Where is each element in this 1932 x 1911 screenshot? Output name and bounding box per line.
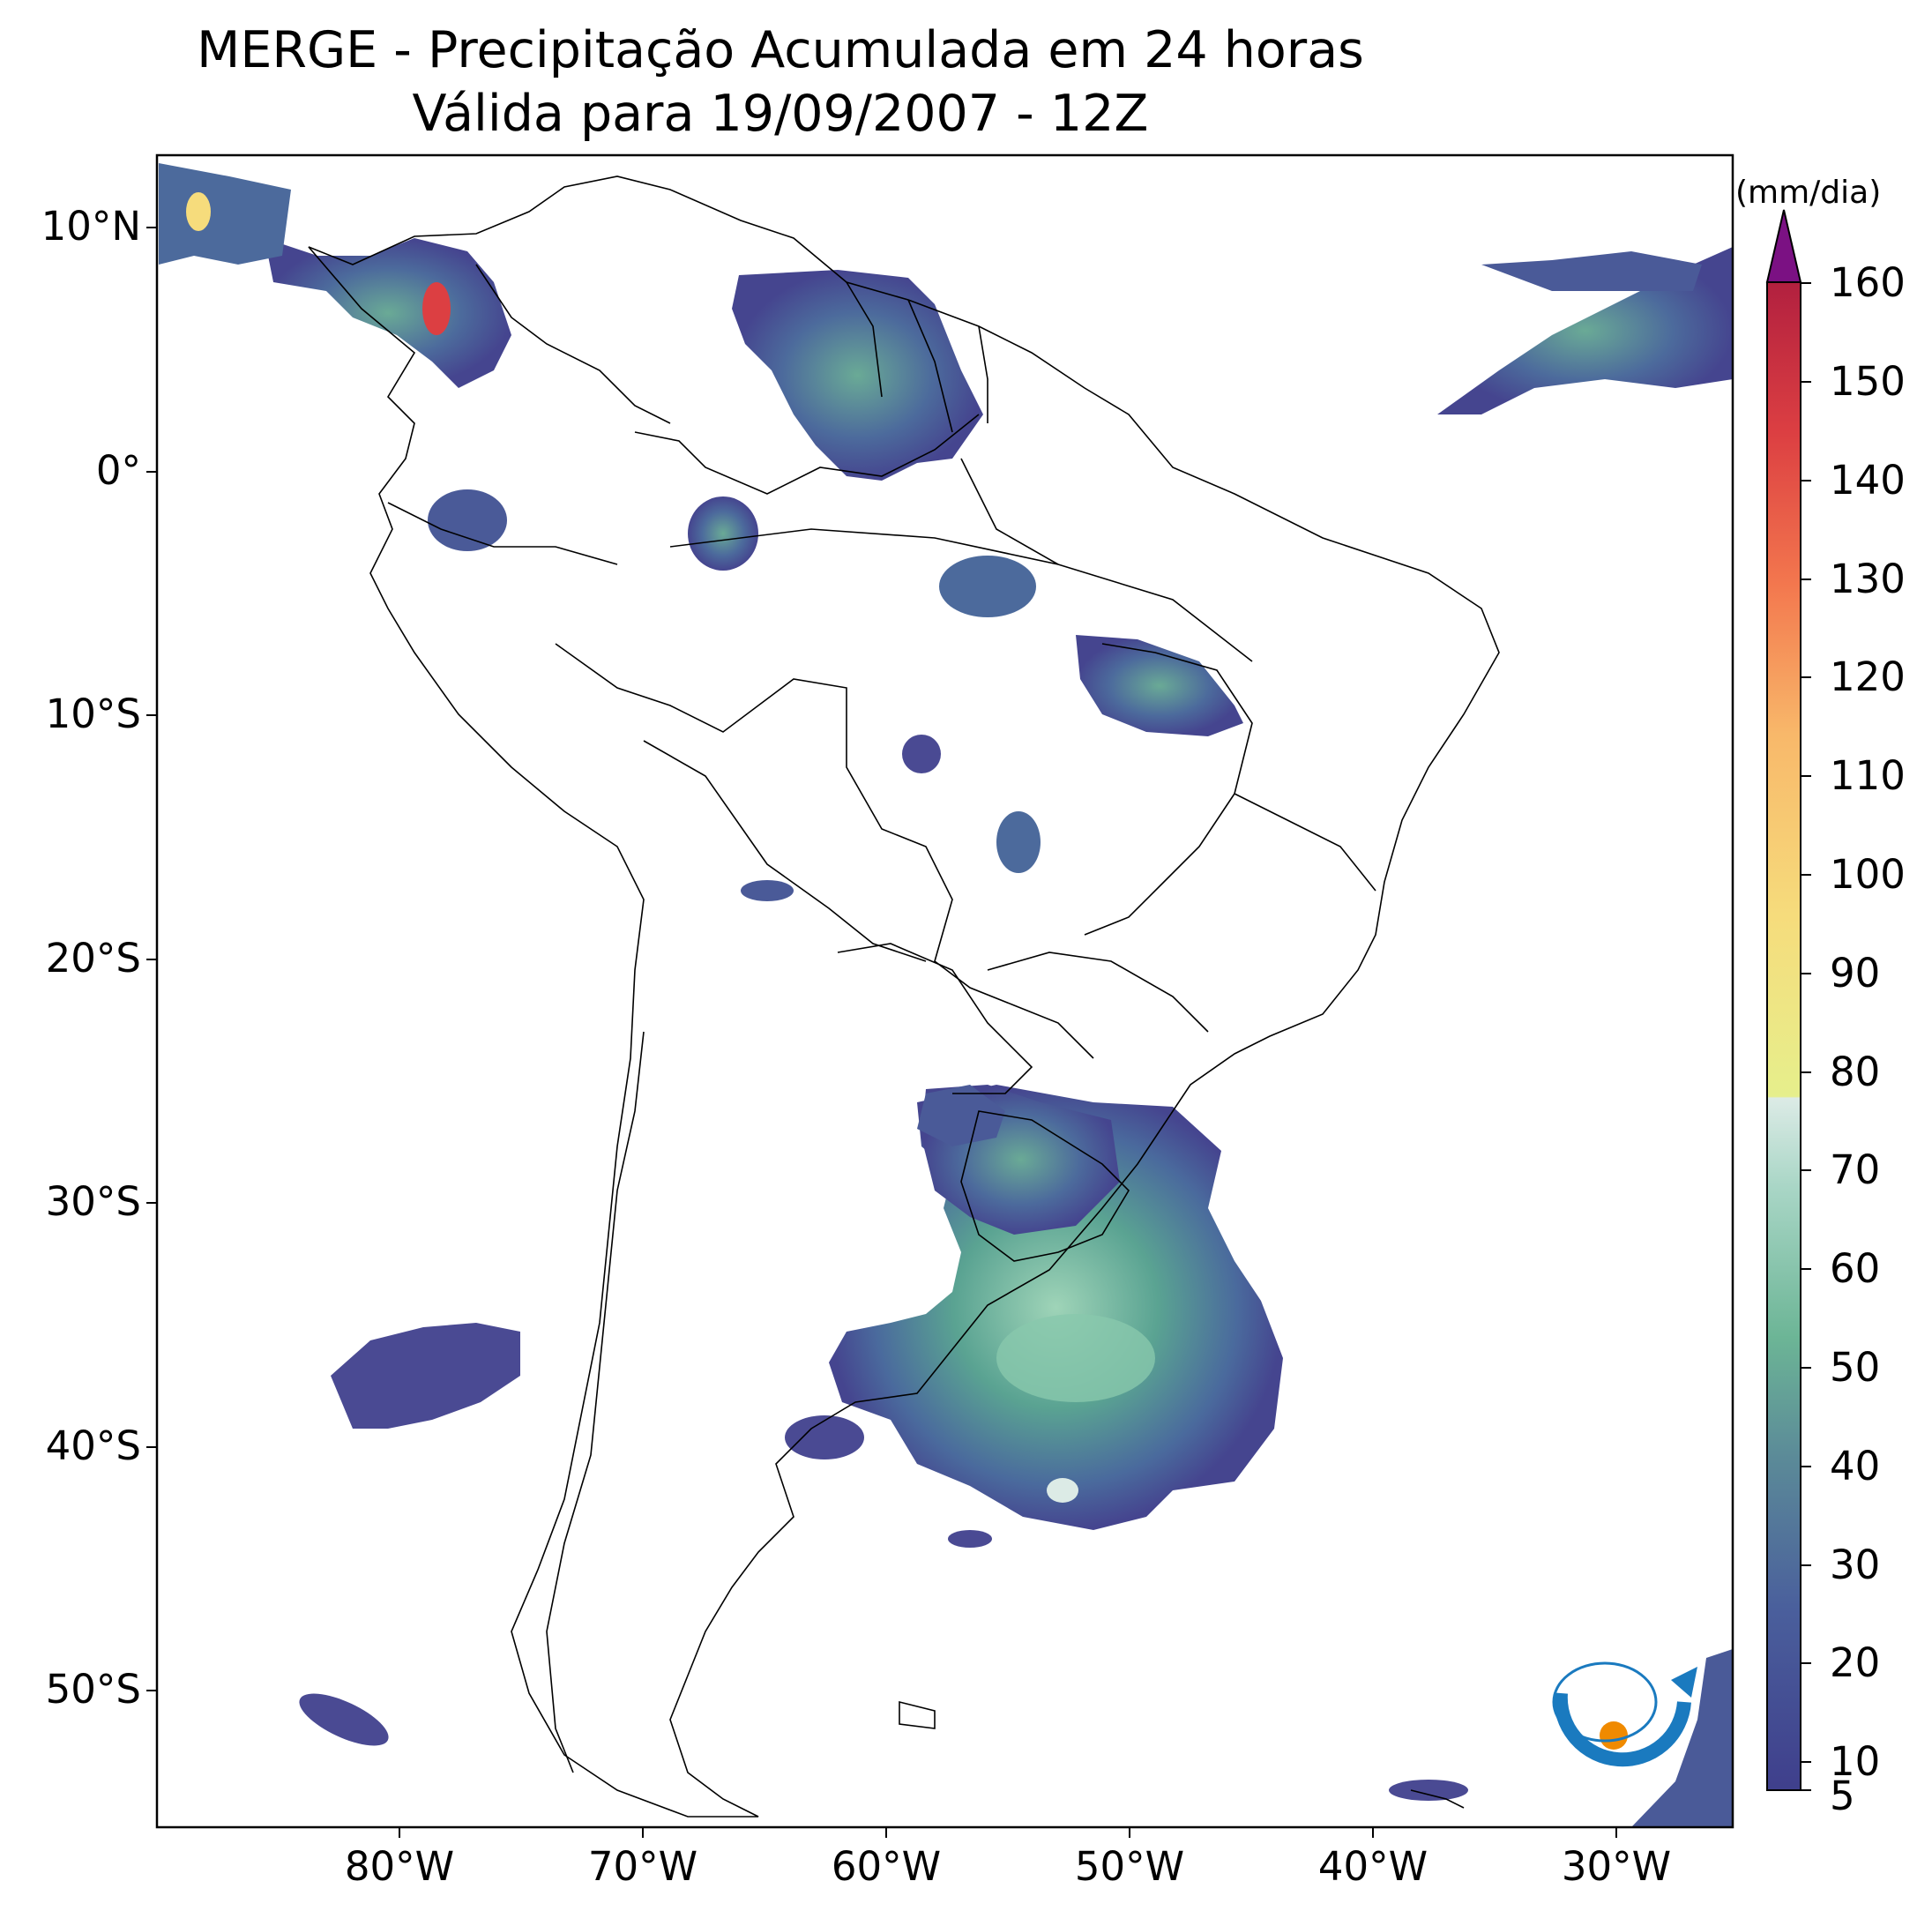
rain-max-colombia: [422, 282, 451, 335]
colorbar: [1765, 209, 1811, 1791]
lat-label-10s: 10°S: [45, 690, 141, 737]
rain-area-pacific-north: [159, 163, 291, 265]
lat-label-50s: 50°S: [45, 1666, 141, 1713]
lon-label-30w: 30°W: [1561, 1843, 1672, 1890]
falklands: [899, 1700, 936, 1729]
colorbar-body: [1766, 281, 1801, 1791]
colorbar-unit: (mm/dia): [1735, 175, 1882, 211]
lon-label-70w: 70°W: [587, 1843, 698, 1890]
rain-core-south: [996, 1314, 1155, 1402]
border-guianas: [846, 281, 988, 433]
lon-label-50w: 50°W: [1074, 1843, 1185, 1890]
lat-label-0: 0°: [95, 447, 141, 494]
colorbar-tick-110: 110: [1830, 752, 1906, 799]
rain-area-bolivia: [741, 880, 794, 901]
lat-label-10n: 10°N: [41, 203, 141, 250]
south-america-coast: [308, 175, 1500, 1818]
lat-label-20s: 20°S: [45, 935, 141, 982]
rain-area-para: [939, 556, 1036, 617]
border-peru-ecuador: [387, 502, 618, 565]
border-colombia-venezuela: [475, 264, 671, 424]
border-argentina-chile: [546, 1031, 645, 1773]
colorbar-tick-140: 140: [1830, 457, 1906, 504]
colorbar-tick-120: 120: [1830, 653, 1906, 700]
colorbar-tick-10: 10: [1830, 1738, 1881, 1785]
map-frame: [155, 153, 1734, 1829]
colorbar-tick-70: 70: [1830, 1146, 1881, 1193]
rain-area-pacific-south: [331, 1323, 520, 1429]
rain-area-panama: [265, 238, 511, 388]
lon-label-80w: 80°W: [344, 1843, 455, 1890]
colorbar-tick-60: 60: [1830, 1245, 1881, 1292]
rain-area-atlantic-ne2: [1481, 251, 1702, 291]
rain-area-mato-grosso: [902, 735, 941, 773]
border-uruguay: [960, 1110, 1130, 1262]
lat-label-30s: 30°S: [45, 1178, 141, 1225]
colorbar-tick-90: 90: [1830, 950, 1881, 997]
border-brazil-west: [555, 643, 1094, 1059]
border-brazil-states: [669, 458, 1376, 1033]
colorbar-tick-100: 100: [1830, 851, 1906, 898]
colorbar-tick-5: 5: [1830, 1773, 1855, 1819]
rain-area-ecuador: [428, 489, 507, 551]
rain-area-se-corner: [1631, 1649, 1733, 1827]
lon-label-60w: 60°W: [831, 1843, 942, 1890]
rain-area-amazon-west: [688, 496, 758, 571]
colorbar-tick-130: 130: [1830, 556, 1906, 602]
country-borders: [308, 175, 1500, 1818]
colorbar-tick-80: 80: [1830, 1049, 1881, 1095]
border-brazil-north: [634, 414, 980, 495]
lon-label-40w: 40°W: [1317, 1843, 1428, 1890]
rain-max-south: [1047, 1478, 1078, 1503]
colorbar-tick-150: 150: [1830, 358, 1906, 405]
lat-label-40s: 40°S: [45, 1422, 141, 1469]
rain-area-south-atlantic: [829, 1085, 1283, 1530]
colorbar-extend-arrow: [1765, 209, 1802, 283]
inpe-logo: [1552, 1661, 1697, 1767]
rain-area-chile-south: [948, 1530, 992, 1548]
rain-area-drake: [1389, 1780, 1468, 1801]
rain-area-paraguay-south: [917, 1085, 1005, 1146]
rain-area-patagonia-sea: [785, 1415, 864, 1459]
rain-area-pacific-south2: [299, 1693, 389, 1746]
rain-fields: [159, 163, 1733, 1827]
colorbar-tick-50: 50: [1830, 1344, 1881, 1391]
colorbar-tick-40: 40: [1830, 1443, 1881, 1489]
rain-area-mato-grosso-s: [996, 811, 1041, 873]
rain-max-pacific: [186, 192, 211, 231]
colorbar-tick-20: 20: [1830, 1639, 1881, 1686]
border-bolivia: [643, 740, 927, 962]
colorbar-tick-30: 30: [1830, 1541, 1881, 1588]
border-paraguay: [837, 943, 1033, 1094]
colorbar-tick-160: 160: [1830, 259, 1906, 306]
south-georgia: [1410, 1789, 1465, 1809]
axis-ticks: [146, 227, 1617, 1838]
map-title-line1: MERGE - Precipitação Acumulada em 24 hor…: [197, 21, 1364, 79]
rain-area-amazon-east: [1076, 635, 1243, 736]
rain-area-guiana: [732, 270, 983, 481]
map-title-line2: Válida para 19/09/2007 - 12Z: [412, 85, 1149, 143]
